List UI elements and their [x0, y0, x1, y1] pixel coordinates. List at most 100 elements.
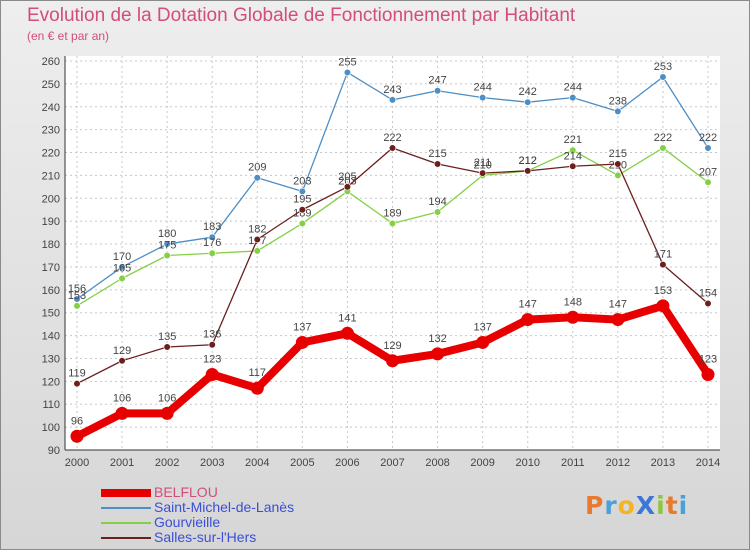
- data-point: [701, 367, 715, 381]
- data-point: [73, 380, 81, 388]
- data-point: [73, 302, 81, 310]
- data-label: 129: [113, 345, 131, 357]
- data-label: 212: [519, 155, 537, 167]
- data-point: [614, 160, 622, 168]
- data-point: [388, 219, 397, 228]
- data-label: 253: [654, 61, 672, 73]
- logo-letter: r: [604, 491, 618, 520]
- data-point: [659, 261, 667, 269]
- data-label: 212: [519, 155, 537, 167]
- legend-label: Saint-Michel-de-Lanès: [154, 499, 295, 515]
- data-label: 106: [113, 392, 131, 404]
- data-point: [208, 249, 216, 257]
- data-label: 214: [564, 150, 582, 162]
- data-point: [340, 326, 354, 340]
- chart-title: Evolution de la Dotation Globale de Fonc…: [27, 5, 576, 26]
- x-tick-label: 2009: [470, 457, 494, 469]
- data-point: [569, 146, 577, 154]
- data-label: 183: [203, 221, 221, 233]
- data-point: [118, 263, 126, 271]
- x-tick-label: 2011: [561, 457, 585, 469]
- data-point: [569, 162, 577, 170]
- y-tick-label: 110: [42, 399, 60, 411]
- y-tick-label: 240: [42, 102, 60, 114]
- legend-swatch: [101, 522, 151, 524]
- chart-subtitle: (en € et par an): [27, 29, 110, 43]
- data-label: 189: [383, 207, 401, 219]
- y-tick-label: 180: [42, 239, 60, 251]
- y-tick-label: 160: [42, 285, 60, 297]
- data-point: [566, 310, 580, 324]
- logo-letter: i: [678, 491, 689, 520]
- data-point: [521, 313, 535, 327]
- data-label: 171: [654, 249, 672, 261]
- data-label: 132: [428, 333, 446, 345]
- data-label: 247: [428, 75, 446, 87]
- data-point: [433, 87, 442, 95]
- data-point: [118, 274, 126, 282]
- data-point: [659, 73, 667, 81]
- data-label: 136: [203, 329, 221, 341]
- data-label: 170: [113, 251, 131, 263]
- data-label: 242: [519, 86, 537, 98]
- data-point: [659, 144, 667, 152]
- data-point: [205, 367, 219, 381]
- data-point: [431, 347, 445, 361]
- y-tick-label: 260: [42, 56, 60, 68]
- data-label: 154: [699, 288, 717, 300]
- y-tick-label: 130: [42, 353, 60, 365]
- legend-item: BELFLOU: [101, 484, 361, 500]
- x-tick-label: 2010: [515, 457, 539, 469]
- data-label: 148: [564, 296, 582, 308]
- legend-swatch: [101, 537, 151, 539]
- data-label: 147: [609, 299, 627, 311]
- data-label: 255: [338, 56, 356, 68]
- y-tick-label: 140: [42, 331, 60, 343]
- data-label: 165: [113, 262, 131, 274]
- x-tick-label: 2005: [290, 457, 314, 469]
- y-tick-label: 170: [42, 262, 60, 274]
- data-point: [163, 343, 171, 351]
- data-label: 182: [248, 223, 266, 235]
- data-label: 215: [609, 148, 627, 160]
- x-tick-label: 2013: [651, 457, 675, 469]
- data-label: 123: [699, 353, 717, 365]
- data-label: 135: [158, 331, 176, 343]
- data-point: [253, 235, 261, 244]
- logo-letter: t: [665, 491, 679, 520]
- data-label: 119: [68, 368, 86, 380]
- data-point: [704, 299, 712, 308]
- data-point: [614, 171, 622, 180]
- data-label: 244: [564, 82, 582, 94]
- data-point: [163, 240, 171, 248]
- data-label: 129: [383, 340, 401, 352]
- x-tick-label: 2007: [380, 457, 404, 469]
- data-label: 243: [383, 84, 401, 96]
- data-label: 153: [654, 285, 672, 297]
- data-label: 244: [473, 82, 491, 94]
- y-tick-label: 190: [42, 216, 60, 228]
- data-point: [298, 219, 306, 228]
- data-label: 221: [564, 134, 582, 146]
- logo-letter: i: [656, 491, 666, 520]
- data-point: [433, 160, 442, 168]
- legend-swatch: [101, 507, 151, 509]
- data-label: 141: [338, 312, 356, 324]
- proxiti-logo: ProXiti: [585, 491, 688, 520]
- data-point: [476, 335, 490, 349]
- data-point: [524, 98, 532, 106]
- y-tick-label: 120: [42, 376, 60, 388]
- data-label: 203: [293, 175, 311, 187]
- data-point: [388, 96, 397, 104]
- data-label: 222: [699, 132, 717, 144]
- x-tick-label: 2004: [245, 457, 269, 469]
- data-point: [298, 206, 306, 214]
- data-point: [569, 94, 577, 102]
- data-point: [115, 406, 129, 420]
- data-point: [343, 183, 352, 191]
- legend-item: Saint-Michel-de-Lanès: [101, 499, 361, 515]
- logo-letter: P: [585, 491, 605, 520]
- data-label: 156: [68, 283, 86, 295]
- data-point: [118, 357, 126, 365]
